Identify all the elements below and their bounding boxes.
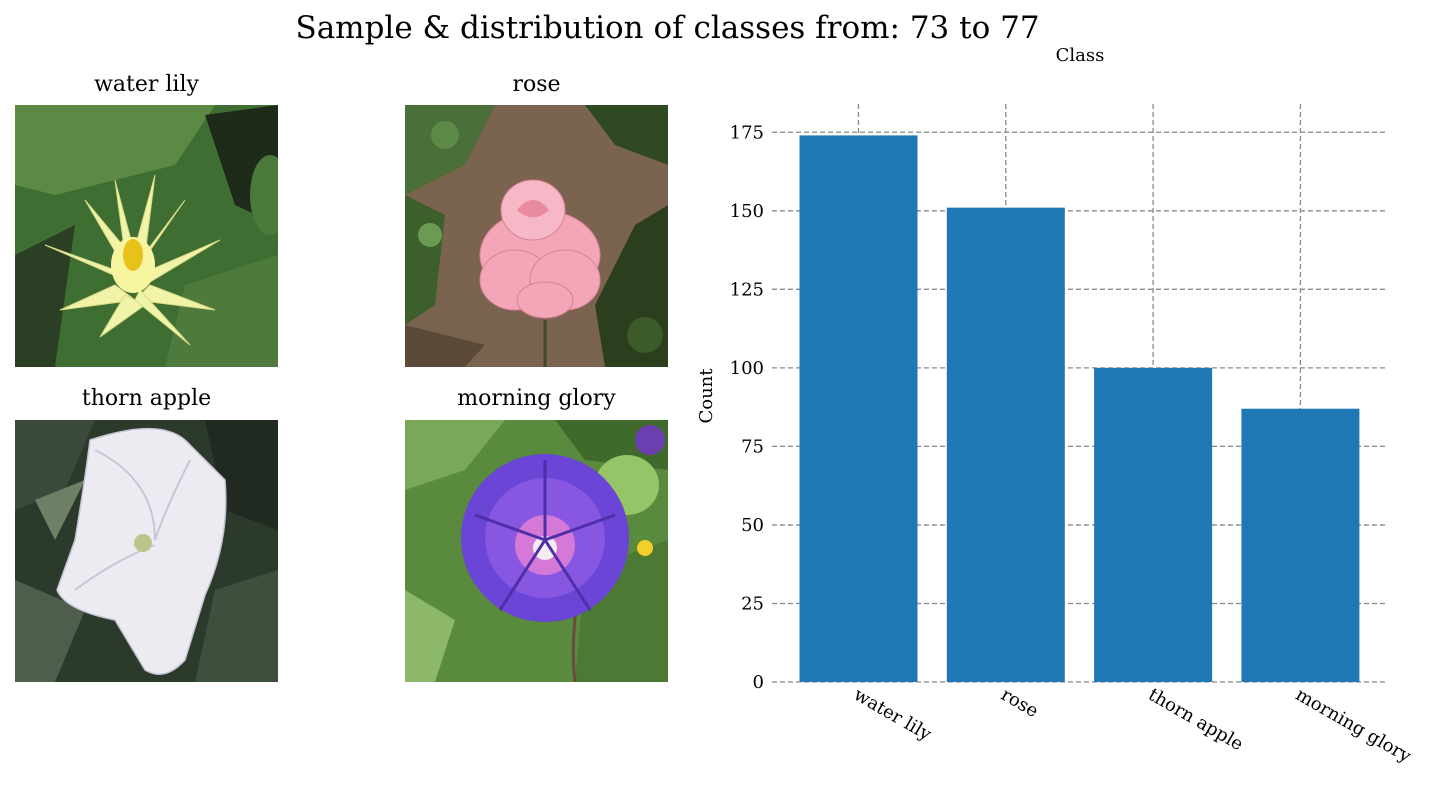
y-tick-label: 125 [730,279,764,300]
x-tick-label: water lily [850,684,936,745]
thorn-apple-photo [15,420,278,682]
y-tick-label: 150 [730,201,764,222]
y-tick-label: 50 [741,515,764,536]
bar-thorn-apple [1094,367,1213,682]
figure-title: Sample & distribution of classes from: 7… [295,10,1040,46]
x-tick-label: morning glory [1292,684,1415,767]
y-tick-label: 25 [741,593,764,614]
water-lily-photo [15,105,278,367]
y-tick-label: 175 [730,122,764,143]
y-tick-label: 0 [753,672,764,693]
sample-title-water-lily: water lily [94,72,199,97]
rose-photo [405,105,668,367]
sample-title-thorn-apple: thorn apple [81,386,212,411]
sample-title-rose: rose [512,72,561,97]
x-tick-label: rose [997,684,1042,722]
chart-bars [799,135,1360,683]
x-tick-label: thorn apple [1145,684,1247,755]
y-tick-label: 75 [741,436,764,457]
x-axis-label: Class [1056,45,1105,66]
y-axis-label: Count [696,368,717,424]
bar-water-lily [799,135,918,683]
y-tick-label: 100 [730,358,764,379]
bar-rose [946,207,1065,683]
bar-morning-glory [1241,408,1360,682]
sample-title-morning-glory: morning glory [457,386,616,411]
morning-glory-photo [405,420,668,682]
